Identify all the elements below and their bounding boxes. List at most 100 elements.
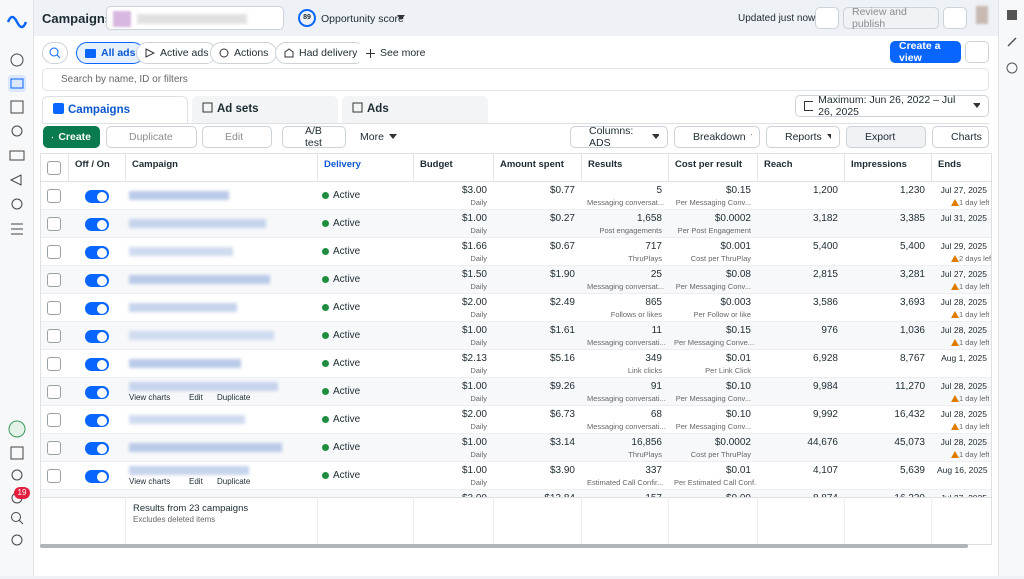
create-button[interactable]: Create bbox=[43, 126, 100, 148]
score-label[interactable]: Opportunity score bbox=[321, 13, 404, 25]
row-action[interactable]: Duplicate bbox=[217, 477, 251, 486]
column-header[interactable]: Results bbox=[581, 154, 668, 182]
cost-note: Per Follow or like bbox=[693, 310, 751, 319]
chevron bbox=[397, 15, 405, 20]
tab-label: Campaigns bbox=[68, 104, 130, 116]
search-toggle[interactable] bbox=[42, 42, 68, 64]
tab[interactable]: Campaigns bbox=[42, 96, 188, 123]
delivery: Active bbox=[333, 330, 361, 341]
review-publish-button[interactable]: Review and publish bbox=[843, 6, 939, 30]
campaign-name[interactable] bbox=[129, 331, 274, 340]
column-header[interactable]: Impressions bbox=[844, 154, 931, 182]
column-header[interactable]: Campaign bbox=[125, 154, 317, 182]
tab[interactable]: Ad sets bbox=[192, 96, 338, 123]
reach: 3,586 bbox=[812, 297, 838, 308]
campaign-name[interactable] bbox=[129, 382, 278, 391]
filter-label: All ads bbox=[101, 47, 136, 59]
date-range[interactable]: Maximum: Jun 26, 2022 – Jul 26, 2025 bbox=[795, 94, 989, 118]
row-action[interactable]: View charts bbox=[129, 477, 171, 486]
cost-note: Per Messaging Conv... bbox=[675, 198, 751, 207]
create-view-button[interactable]: Create a view bbox=[890, 40, 961, 64]
row-action[interactable]: Duplicate bbox=[217, 393, 251, 402]
checkbox[interactable] bbox=[47, 301, 61, 315]
row-action[interactable]: Edit bbox=[189, 477, 203, 486]
campaign-name[interactable] bbox=[129, 415, 245, 424]
warning-icon bbox=[951, 339, 959, 346]
checkbox[interactable] bbox=[47, 329, 61, 343]
column-header[interactable]: Ends bbox=[931, 154, 991, 182]
columns-button[interactable]: Columns: ADS bbox=[570, 125, 668, 149]
ends-note: 1 day left bbox=[959, 310, 990, 319]
reports-button[interactable]: Reports bbox=[766, 126, 840, 148]
cost: $0.003 bbox=[720, 297, 751, 308]
campaign-name[interactable] bbox=[129, 443, 282, 452]
budget-note: Daily bbox=[470, 422, 487, 431]
edit-button[interactable]: Edit bbox=[202, 126, 272, 148]
cost-note: Per Messaging Conv... bbox=[675, 422, 751, 431]
export-button[interactable]: Export bbox=[846, 126, 926, 148]
checkbox[interactable] bbox=[47, 245, 61, 259]
row-action[interactable]: View charts bbox=[129, 393, 171, 402]
cost: $0.01 bbox=[725, 465, 751, 476]
refresh-button[interactable] bbox=[815, 7, 839, 29]
cost-note: Per Messaging Conve... bbox=[674, 338, 755, 347]
settings-button[interactable] bbox=[965, 41, 989, 63]
checkbox[interactable] bbox=[47, 441, 61, 455]
ends: Jul 28, 2025 bbox=[940, 381, 987, 391]
checkbox[interactable] bbox=[47, 469, 61, 483]
page-title: Campaigns bbox=[42, 11, 113, 26]
account-selector[interactable] bbox=[106, 6, 284, 30]
score-badge: 89 bbox=[298, 9, 316, 27]
filter-chip[interactable]: Actions bbox=[210, 42, 278, 64]
results-note: Estimated Call Confir... bbox=[587, 478, 664, 487]
reach: 9,992 bbox=[812, 409, 838, 420]
more-button[interactable] bbox=[943, 7, 967, 29]
reach: 5,400 bbox=[812, 241, 838, 252]
impressions: 8,767 bbox=[899, 353, 925, 364]
filter-label: Had delivery bbox=[299, 47, 358, 59]
avatar bbox=[976, 6, 988, 24]
spent: $0.67 bbox=[549, 241, 575, 252]
budget: $1.00 bbox=[461, 381, 487, 392]
row-action[interactable]: Edit bbox=[189, 393, 203, 402]
see-more[interactable]: See more bbox=[358, 42, 434, 64]
campaign-name[interactable] bbox=[129, 359, 241, 368]
charts-button[interactable]: Charts bbox=[932, 126, 989, 148]
campaign-name[interactable] bbox=[129, 219, 266, 228]
column-header[interactable]: Off / On bbox=[68, 154, 125, 182]
campaign-name[interactable] bbox=[129, 275, 270, 284]
toggle-knob bbox=[97, 219, 107, 230]
checkbox[interactable] bbox=[47, 385, 61, 399]
campaign-name[interactable] bbox=[129, 191, 229, 200]
breakdown-button[interactable]: Breakdown bbox=[674, 126, 760, 148]
checkbox[interactable] bbox=[47, 357, 61, 371]
more-menu[interactable]: More bbox=[352, 126, 405, 148]
column-header[interactable]: Reach bbox=[757, 154, 844, 182]
ab-test-button[interactable]: A/B test bbox=[282, 125, 346, 149]
delivery: Active bbox=[333, 386, 361, 397]
checkbox[interactable] bbox=[47, 273, 61, 287]
campaign-name[interactable] bbox=[129, 466, 249, 475]
checkbox[interactable] bbox=[47, 161, 61, 175]
filter-chip[interactable]: Had delivery bbox=[275, 42, 367, 64]
results: 865 bbox=[645, 297, 662, 308]
checkbox[interactable] bbox=[47, 217, 61, 231]
column-header[interactable]: Delivery bbox=[317, 154, 413, 182]
campaign-name[interactable] bbox=[129, 303, 237, 312]
toggle-knob bbox=[97, 359, 107, 370]
column-header[interactable]: Cost per result bbox=[668, 154, 757, 182]
filter-chip[interactable]: Active ads bbox=[136, 42, 218, 64]
duplicate-button[interactable]: Duplicate bbox=[106, 126, 197, 148]
search-input[interactable]: Search by name, ID or filters bbox=[42, 68, 989, 91]
checkbox[interactable] bbox=[47, 189, 61, 203]
checkbox[interactable] bbox=[47, 413, 61, 427]
header-row bbox=[41, 154, 991, 182]
tab[interactable]: Ads bbox=[342, 96, 488, 123]
filter-chip[interactable]: All ads bbox=[76, 42, 145, 64]
campaign-name[interactable] bbox=[129, 247, 233, 256]
column-header[interactable]: Budget bbox=[413, 154, 493, 182]
spent: $5.16 bbox=[549, 353, 575, 364]
results: 1,658 bbox=[636, 213, 662, 224]
column-header[interactable]: Amount spent bbox=[493, 154, 581, 182]
reach: 44,676 bbox=[807, 437, 838, 448]
